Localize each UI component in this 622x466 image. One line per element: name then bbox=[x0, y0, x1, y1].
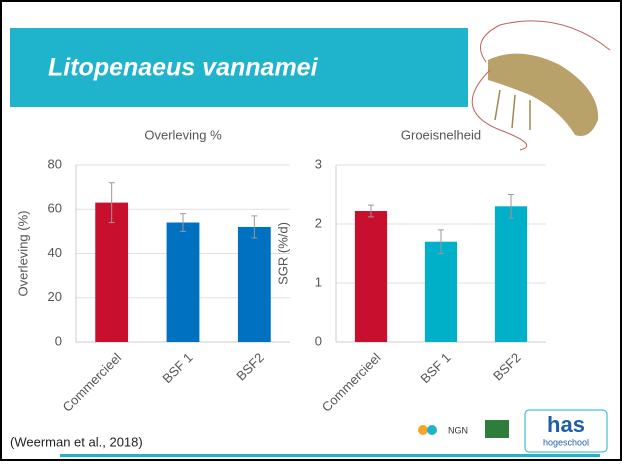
bar bbox=[166, 222, 200, 342]
bar bbox=[494, 206, 528, 342]
y-tick-label: 3 bbox=[315, 156, 322, 171]
chart-title: Overleving % bbox=[144, 127, 222, 142]
y-tick-label: 2 bbox=[315, 215, 322, 230]
citation: (Weerman et al., 2018) bbox=[10, 434, 143, 449]
y-tick-label: 1 bbox=[315, 274, 322, 289]
bar bbox=[237, 226, 271, 342]
y-axis-label: Overleving (%) bbox=[15, 211, 30, 297]
logos: NGN has hogeschool bbox=[418, 409, 608, 453]
y-tick-label: 60 bbox=[48, 201, 62, 216]
y-tick-label: 40 bbox=[48, 245, 62, 260]
y-tick-label: 20 bbox=[48, 289, 62, 304]
bottom-rule bbox=[60, 454, 600, 457]
bar bbox=[424, 241, 458, 342]
y-tick-label: 0 bbox=[315, 333, 322, 348]
logo-has-sub: hogeschool bbox=[543, 437, 589, 447]
logo-has: has bbox=[547, 412, 585, 437]
y-axis-label: SGR (%/d) bbox=[275, 222, 290, 285]
y-tick-label: 0 bbox=[55, 333, 62, 348]
chart-title: Groeisnelheid bbox=[401, 127, 481, 142]
bar bbox=[95, 202, 129, 342]
y-tick-label: 80 bbox=[48, 156, 62, 171]
slide-title: Litopenaeus vannamei bbox=[48, 54, 319, 82]
shrimp-image bbox=[471, 20, 611, 151]
title-banner bbox=[10, 28, 468, 107]
bar bbox=[354, 211, 388, 342]
logo-ngn: NGN bbox=[448, 425, 468, 435]
